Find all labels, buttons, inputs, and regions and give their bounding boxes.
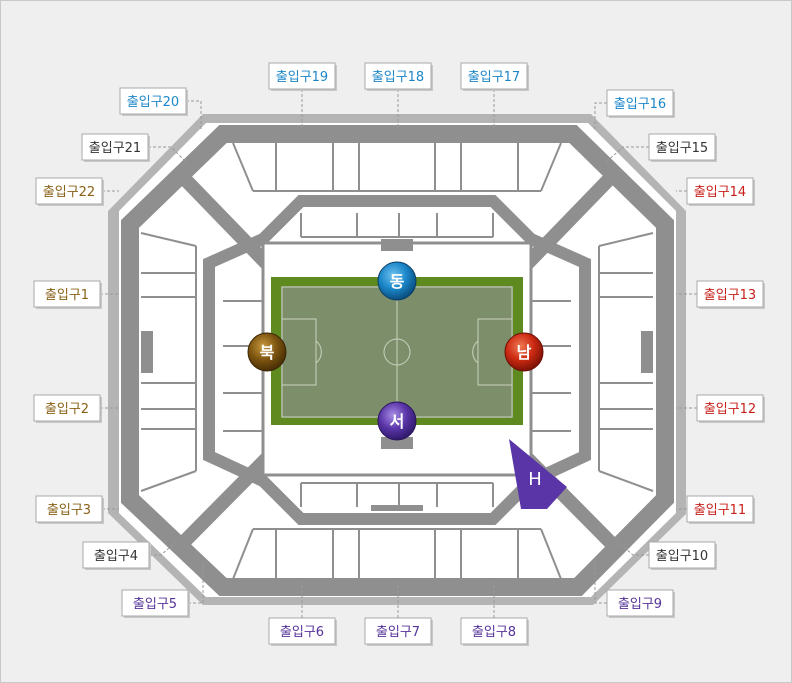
helipad-label: H [528,469,542,490]
gate-label-4[interactable]: 출입구4 [82,541,151,570]
gate-label-21[interactable]: 출입구21 [81,133,150,162]
gate-label-text: 출입구19 [276,70,328,85]
gate-box [268,617,336,645]
inner-concourse [203,195,591,525]
gate-box [33,394,101,422]
gate-label-20[interactable]: 출입구20 [119,87,188,116]
gate-label-text: 출입구12 [704,402,756,417]
gate-box [686,177,754,205]
gate-label-12[interactable]: 출입구12 [696,394,765,423]
gate-label-text: 출입구8 [472,625,516,640]
gate-box [460,617,528,645]
gate-box [686,495,754,523]
gate-box [82,541,150,569]
gate-label-1[interactable]: 출입구1 [33,280,102,309]
gate-box [33,280,101,308]
gate-box [35,495,103,523]
gate-label-5[interactable]: 출입구5 [121,589,190,618]
gate-leader-line [594,102,607,131]
direction-east-label: 동 [390,272,405,291]
gate-label-11[interactable]: 출입구11 [686,495,755,524]
gate-leader-line [149,540,178,556]
gate-box [119,87,187,115]
gate-leader-line [148,146,188,164]
gate-label-text: 출입구3 [47,503,91,518]
gate-label-19[interactable]: 출입구19 [268,62,337,91]
gate-box [268,62,336,90]
gate-label-9[interactable]: 출입구9 [606,589,675,618]
gate-leader-lines [100,89,697,618]
gate-label-8[interactable]: 출입구8 [460,617,529,646]
gate-label-17[interactable]: 출입구17 [460,62,529,91]
gate-box [460,62,528,90]
gate-label-text: 출입구20 [127,95,179,110]
gate-label-text: 출입구4 [94,549,138,564]
gate-box [648,541,716,569]
gate-label-text: 출입구14 [694,185,746,200]
gate-box [696,280,764,308]
direction-south-marker[interactable]: 남 [504,332,544,372]
gate-leader-line [616,540,649,556]
gate-label-22[interactable]: 출입구22 [35,177,104,206]
gate-label-3[interactable]: 출입구3 [35,495,104,524]
gate-label-18[interactable]: 출입구18 [364,62,433,91]
gate-label-15[interactable]: 출입구15 [648,133,717,162]
gate-box [364,617,432,645]
gate-box [121,589,189,617]
gate-box [648,133,716,161]
direction-south-label: 남 [517,343,532,362]
direction-west-marker[interactable]: 서 [377,401,417,441]
direction-west-label: 서 [390,412,405,431]
upper-tier-sections [140,142,654,580]
gate-label-text: 출입구18 [372,70,424,85]
gate-label-text: 출입구17 [468,70,520,85]
direction-north-marker[interactable]: 북 [247,332,287,372]
gate-label-2[interactable]: 출입구2 [33,394,102,423]
helipad-area [509,439,567,509]
gate-label-13[interactable]: 출입구13 [696,280,765,309]
gate-box [606,89,674,117]
gate-label-7[interactable]: 출입구7 [364,617,433,646]
gate-label-6[interactable]: 출입구6 [268,617,337,646]
gate-label-text: 출입구1 [45,288,89,303]
service-blocks [141,195,653,511]
gate-leader-line [188,561,204,604]
gate-label-16[interactable]: 출입구16 [606,89,675,118]
direction-north-label: 북 [260,343,275,362]
gate-label-10[interactable]: 출입구10 [648,541,717,570]
gate-box [35,177,103,205]
gate-label-text: 출입구11 [694,503,746,518]
gate-label-text: 출입구21 [89,141,141,156]
gate-leader-line [186,100,202,131]
gate-label-text: 출입구15 [656,141,708,156]
gate-label-text: 출입구13 [704,288,756,303]
gate-labels: 출입구1 출입구2 출입구3 출입구4 출입구5 출입구6 출입구7 출입구8 출입구9 출입구1… [33,62,765,646]
outer-concourse [121,125,674,596]
direction-east-marker[interactable]: 동 [377,261,417,301]
gate-label-text: 출입구5 [133,597,177,612]
gate-label-text: 출입구16 [614,97,666,112]
gate-box [364,62,432,90]
gate-box [606,589,674,617]
gate-box [81,133,149,161]
gate-label-text: 출입구6 [280,625,324,640]
gate-label-text: 출입구22 [43,185,95,200]
gate-label-text: 출입구2 [45,402,89,417]
lower-tier-sections [223,213,571,507]
gate-leader-line [604,146,649,164]
gate-label-text: 출입구7 [376,625,420,640]
gate-leader-line [594,561,607,604]
gate-label-14[interactable]: 출입구14 [686,177,755,206]
gate-label-text: 출입구10 [656,549,708,564]
gate-label-text: 출입구9 [618,597,662,612]
gate-box [696,394,764,422]
